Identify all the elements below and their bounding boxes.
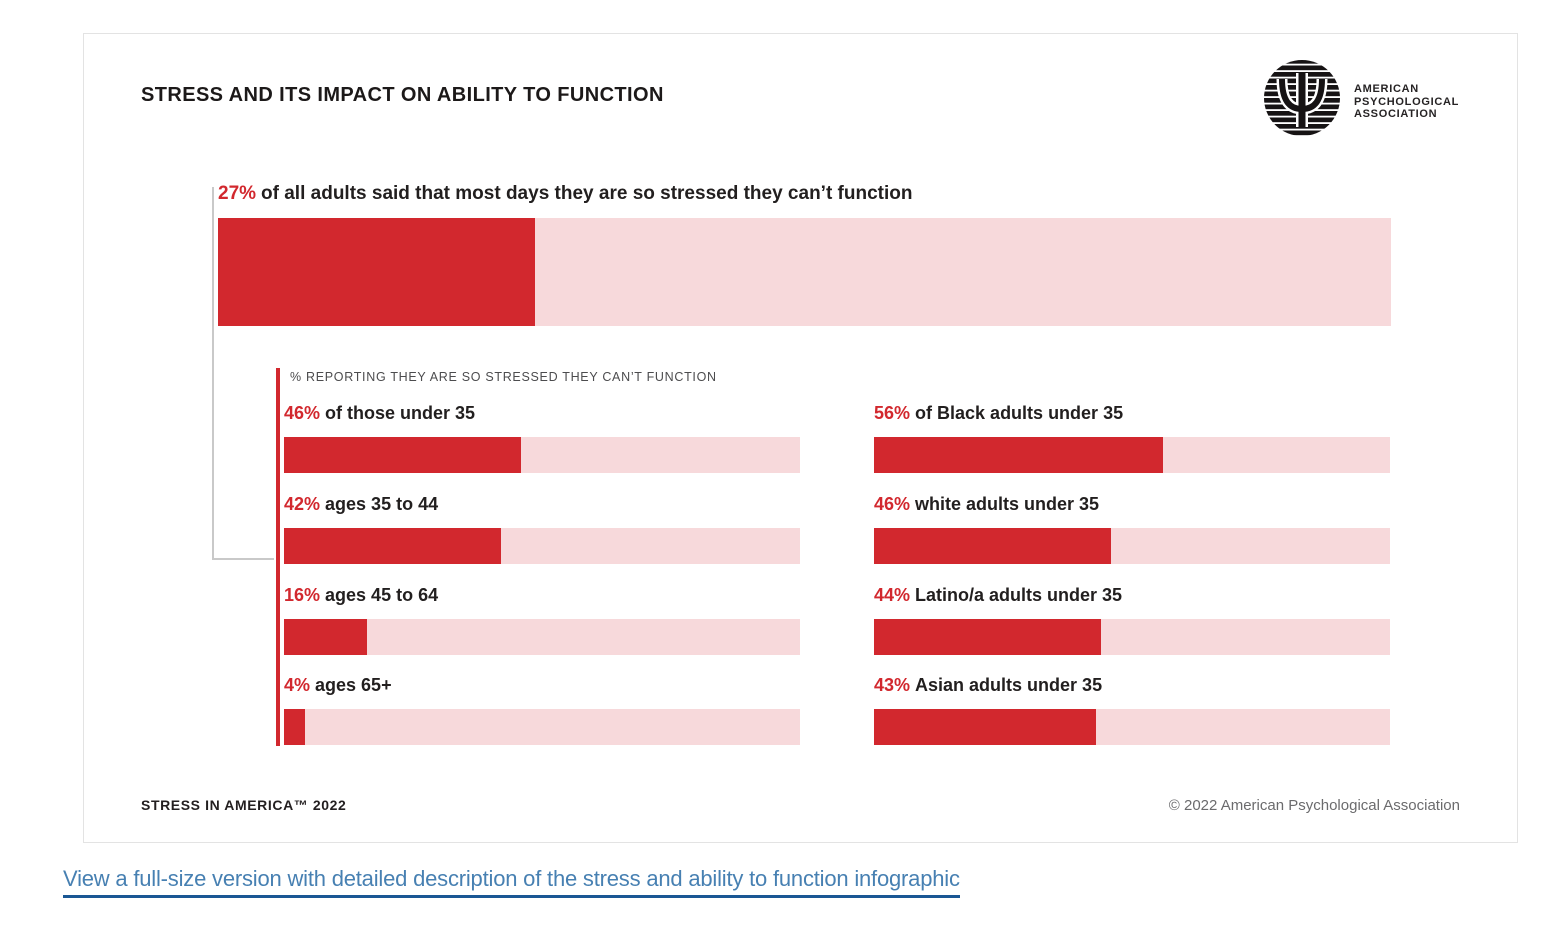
connector-line-horizontal [212,558,274,560]
race-row-asian: 43% Asian adults under 35 [874,675,1390,745]
logo-line-2: PSYCHOLOGICAL [1354,95,1460,108]
logo-line-3: ASSOCIATION [1354,108,1438,120]
overall-bar-fill [218,218,535,326]
bar-text: white adults under 35 [915,494,1100,514]
full-size-version-link[interactable]: View a full-size version with detailed d… [63,866,960,898]
bar-track [284,528,800,564]
age-row-45-64: 16% ages 45 to 64 [284,585,800,655]
subchart-heading: % REPORTING THEY ARE SO STRESSED THEY CA… [290,370,717,384]
bar-label: 42% ages 35 to 44 [284,494,800,514]
logo-line-1: AMERICAN [1354,83,1419,95]
connector-line-vertical [212,187,214,560]
apa-logo-text: AMERICAN PSYCHOLOGICAL ASSOCIATION [1354,83,1459,121]
age-row-35-44: 42% ages 35 to 44 [284,494,800,564]
bar-label: 46% of those under 35 [284,403,800,423]
race-row-latino: 44% Latino/a adults under 35 [874,585,1390,655]
bar-percent: 44% [874,585,911,605]
bar-label: 43% Asian adults under 35 [874,675,1390,695]
bar-text: Asian adults under 35 [915,675,1103,695]
race-row-white: 46% white adults under 35 [874,494,1390,564]
bar-fill [284,528,501,564]
overall-stat-text: of all adults said that most days they a… [261,183,913,204]
overall-stat-percent: 27% [218,183,257,204]
apa-logo-icon [1263,59,1341,137]
bar-text: of Black adults under 35 [915,403,1124,423]
age-row-65-plus: 4% ages 65+ [284,675,800,745]
bar-percent: 43% [874,675,911,695]
bar-fill [284,619,367,655]
bar-label: 56% of Black adults under 35 [874,403,1390,423]
infographic-title: STRESS AND ITS IMPACT ON ABILITY TO FUNC… [141,84,664,106]
bar-fill [874,619,1102,655]
race-row-black: 56% of Black adults under 35 [874,403,1390,473]
bar-fill [874,709,1096,745]
bar-track [874,709,1390,745]
bar-text: Latino/a adults under 35 [915,585,1123,605]
bar-label: 16% ages 45 to 64 [284,585,800,605]
bar-label: 46% white adults under 35 [874,494,1390,514]
bar-percent: 42% [284,494,321,514]
age-row-under-35: 46% of those under 35 [284,403,800,473]
bar-percent: 56% [874,403,911,423]
bar-percent: 16% [284,585,321,605]
bar-label: 44% Latino/a adults under 35 [874,585,1390,605]
infographic-card: STRESS AND ITS IMPACT ON ABILITY TO FUNC… [83,33,1518,843]
bar-fill [874,437,1163,473]
bar-text: ages 35 to 44 [325,494,439,514]
bar-percent: 4% [284,675,311,695]
bar-track [284,709,800,745]
bar-text: ages 45 to 64 [325,585,439,605]
bar-track [874,619,1390,655]
bar-fill [874,528,1112,564]
bar-fill [284,437,522,473]
bar-track [284,437,800,473]
subchart-accent-line [276,368,280,746]
bar-track [874,528,1390,564]
bar-track [874,437,1390,473]
bar-percent: 46% [874,494,911,514]
overall-stat-label: 27% of all adults said that most days the… [218,183,912,205]
bar-text: of those under 35 [325,403,476,423]
bar-track [284,619,800,655]
overall-bar-track [218,218,1391,326]
bar-fill [284,709,305,745]
report-name: STRESS IN AMERICA™ 2022 [141,797,347,813]
bar-percent: 46% [284,403,321,423]
bar-label: 4% ages 65+ [284,675,800,695]
copyright-text: © 2022 American Psychological Associatio… [1168,797,1460,814]
bar-text: ages 65+ [315,675,392,695]
